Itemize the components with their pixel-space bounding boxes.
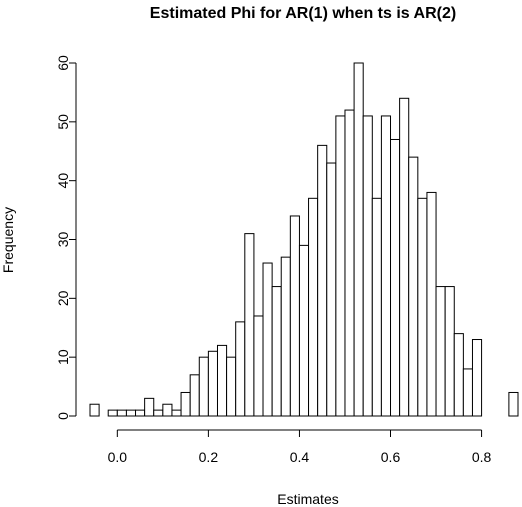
histogram-bar: [444, 286, 455, 417]
histogram-bar: [226, 356, 237, 417]
chart-title: Estimated Phi for AR(1) when ts is AR(2): [150, 5, 456, 22]
y-axis-label: Frequency: [0, 207, 16, 273]
histogram-bar: [353, 62, 364, 417]
histogram-bar: [262, 262, 273, 417]
histogram-bar: [144, 397, 155, 417]
histogram-bar: [462, 368, 473, 417]
histogram-bar: [471, 339, 483, 417]
histogram-bar: [298, 244, 310, 417]
histogram-bar: [171, 409, 182, 417]
x-axis-label: Estimates: [277, 491, 338, 507]
histogram-bar: [326, 162, 337, 417]
histogram-bar: [335, 115, 346, 417]
histogram-bar: [399, 97, 410, 417]
y-tick-label: 50: [55, 114, 71, 130]
histogram-bar: [207, 350, 218, 417]
y-axis: 0 10 20 30 40 50 60: [55, 55, 77, 420]
histogram-bar: [362, 115, 373, 417]
x-tick-label: 0.0: [108, 449, 128, 465]
y-tick-label: 0: [55, 412, 71, 420]
histogram-bar: [125, 409, 137, 417]
histogram-bar: [344, 109, 355, 417]
histogram-bar: [162, 403, 173, 417]
y-tick-label: 10: [55, 349, 71, 365]
histogram-bar: [253, 315, 264, 417]
histogram-bar: [453, 333, 464, 417]
histogram-bar: [271, 286, 282, 417]
histogram-bar: [235, 321, 246, 417]
histogram-bar: [417, 197, 428, 417]
histogram-bar: [189, 374, 200, 417]
histogram-bar: [153, 409, 164, 417]
x-tick-label: 0.2: [199, 449, 219, 465]
histogram-bar: [135, 409, 146, 417]
histogram-bar: [317, 144, 328, 417]
y-tick-label: 30: [55, 232, 71, 248]
histogram-bar: [289, 215, 300, 417]
x-axis: 0.0 0.2 0.4 0.6 0.8: [108, 429, 492, 465]
histogram-bar: [308, 197, 319, 417]
histogram-bar: [408, 156, 419, 417]
histogram-bar: [244, 233, 255, 417]
bars-group: [89, 62, 519, 417]
x-tick-label: 0.4: [290, 449, 310, 465]
histogram-bar: [198, 356, 209, 417]
histogram-bar: [371, 197, 382, 417]
y-tick-label: 60: [55, 55, 71, 71]
x-tick-label: 0.8: [472, 449, 492, 465]
y-tick-label: 20: [55, 290, 71, 306]
x-tick-label: 0.6: [381, 449, 401, 465]
histogram-bar: [116, 409, 127, 417]
histogram-bar: [89, 403, 100, 417]
histogram-bar: [180, 391, 191, 417]
y-tick-label: 40: [55, 173, 71, 189]
histogram-bar: [426, 191, 437, 417]
histogram-bar: [107, 409, 118, 417]
histogram-bar: [390, 138, 401, 417]
histogram-bar: [508, 391, 519, 417]
histogram-bar: [280, 256, 291, 417]
histogram-bar: [380, 115, 392, 417]
histogram-bar: [435, 286, 446, 417]
histogram-bar: [216, 344, 228, 417]
